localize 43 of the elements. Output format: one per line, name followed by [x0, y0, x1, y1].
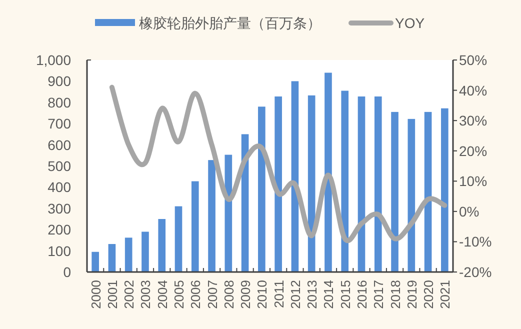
x-tick-label: 2005 [172, 280, 186, 309]
x-tick-label: 2003 [138, 280, 154, 309]
x-tick-label: 2000 [88, 280, 104, 309]
x-tick-label: 2013 [304, 280, 320, 309]
x-tick-label: 2001 [104, 280, 120, 309]
x-tick-label: 2010 [254, 280, 270, 309]
x-tick-label: 2019 [404, 280, 420, 309]
y-tick-label: 400 [48, 179, 72, 196]
y-tick-label: 700 [48, 116, 72, 132]
x-tick-label: 2020 [421, 280, 436, 309]
y-tick-label: 200 [48, 222, 72, 238]
x-tick-label: 2011 [271, 280, 286, 308]
x-tick-label: 2015 [338, 280, 353, 309]
y2-tick-label: 40% [459, 82, 488, 98]
x-tick-label: 2006 [188, 280, 204, 309]
x-tick-label: 2004 [154, 280, 170, 309]
legend-label: 橡胶轮胎外胎产量（百万条） [139, 15, 321, 31]
y-tick-label: 900 [48, 73, 72, 90]
x-tick-label: 2021 [438, 280, 453, 309]
y-tick-label: 600 [48, 136, 72, 153]
y-tick-label: 500 [48, 158, 72, 174]
x-tick-label: 2014 [321, 280, 336, 309]
y-tick-label: 300 [48, 200, 72, 216]
y-tick-label: 800 [48, 94, 72, 110]
x-tick-label: 2007 [204, 280, 220, 309]
x-tick-label: 2012 [288, 280, 303, 309]
y2-tick-label: 50% [459, 52, 488, 68]
x-tick-label: 2008 [221, 280, 236, 309]
x-tick-label: 2017 [371, 280, 386, 309]
x-tick-label: 2009 [238, 280, 254, 309]
x-tick-label: 2016 [354, 280, 370, 309]
y2-tick-label: 10% [459, 173, 488, 190]
y2-tick-label: 0% [459, 203, 480, 220]
y2-tick-label: 30% [459, 112, 488, 129]
legend-label: YOY [395, 15, 426, 31]
x-tick-label: 2002 [122, 280, 137, 309]
y2-tick-label: -10% [459, 234, 492, 250]
y-tick-label: 0 [63, 264, 72, 280]
y-tick-label: 1,000 [36, 52, 72, 68]
y2-tick-label: 20% [459, 142, 488, 159]
y-tick-label: 100 [48, 242, 72, 259]
y2-tick-label: -20% [459, 264, 492, 280]
x-tick-label: 2018 [388, 280, 403, 309]
